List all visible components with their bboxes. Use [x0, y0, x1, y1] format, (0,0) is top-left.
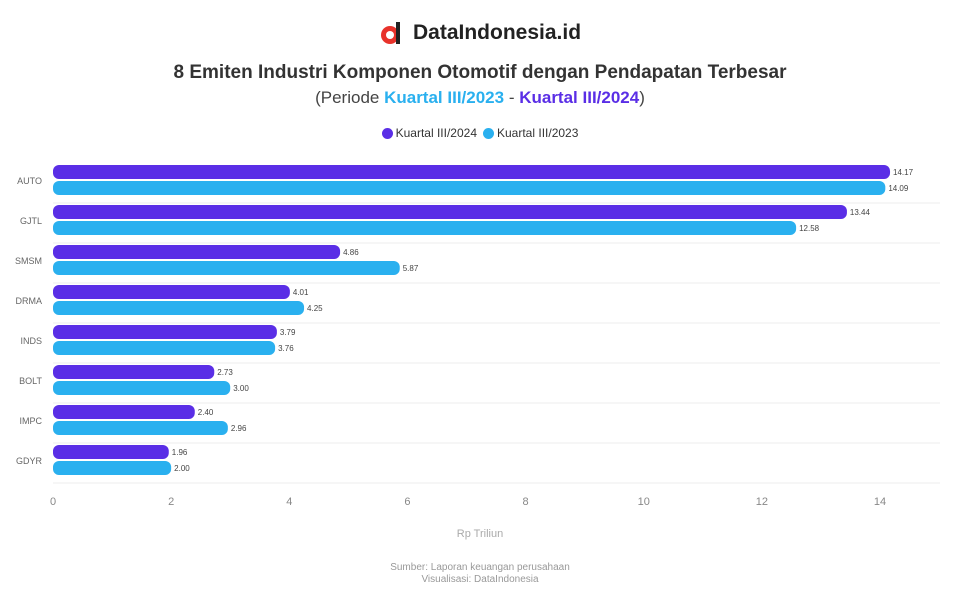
category-label: SMSM: [15, 256, 42, 266]
bar: [53, 205, 847, 219]
data-label: 3.79: [280, 328, 296, 337]
subtitle-prefix: (Periode: [315, 88, 385, 107]
legend-label: Kuartal III/2024: [395, 126, 477, 140]
bar: [53, 341, 276, 355]
category-label: BOLT: [19, 376, 42, 386]
source-note: Sumber: Laporan keuangan perusahaan: [390, 562, 570, 573]
x-tick-label: 4: [286, 496, 292, 508]
x-tick-label: 2: [168, 496, 174, 508]
bar: [53, 165, 891, 179]
bar: [53, 405, 195, 419]
data-label: 3.00: [233, 384, 249, 393]
brand-name: DataIndonesia.id: [412, 21, 582, 44]
dataindonesia-logo-icon: [379, 20, 405, 46]
bar: [53, 445, 169, 459]
bar: [53, 421, 228, 435]
x-tick-label: 12: [756, 496, 768, 508]
x-tick-label: 6: [404, 496, 410, 508]
subtitle-to: Kuartal III/2024: [519, 88, 640, 107]
legend: Kuartal III/2024 Kuartal III/2023: [0, 126, 960, 140]
bar: [53, 261, 400, 275]
legend-item-2023[interactable]: Kuartal III/2023: [483, 126, 578, 140]
bar: [53, 365, 215, 379]
x-tick-label: 14: [874, 496, 886, 508]
bar: [53, 285, 290, 299]
x-axis-label: Rp Triliun: [457, 528, 503, 540]
brand-header: DataIndonesia.id: [0, 20, 960, 46]
legend-dot-icon: [483, 127, 494, 139]
chart-title: 8 Emiten Industri Komponen Otomotif deng…: [173, 62, 787, 83]
x-tick-label: 0: [50, 496, 56, 508]
category-label: DRMA: [16, 296, 43, 306]
chart-subtitle: (Periode Kuartal III/2023 - Kuartal III/…: [0, 88, 960, 108]
subtitle-suffix: ): [639, 88, 645, 107]
data-label: 4.01: [293, 288, 309, 297]
bar: [53, 181, 886, 195]
legend-item-2024[interactable]: Kuartal III/2024: [381, 126, 477, 140]
category-label: IMPC: [20, 416, 43, 426]
category-label: INDS: [20, 336, 42, 346]
bar: [53, 245, 341, 259]
legend-dot-icon: [381, 127, 393, 139]
footer: Sumber: Laporan keuangan perusahaan Visu…: [0, 562, 960, 586]
subtitle-sep: -: [504, 88, 520, 107]
data-label: 2.73: [217, 368, 233, 377]
category-label: GDYR: [16, 456, 43, 466]
data-label: 4.86: [343, 248, 359, 257]
data-label: 1.96: [172, 448, 188, 457]
data-label: 13.44: [850, 208, 871, 217]
category-label: AUTO: [17, 176, 42, 186]
legend-label: Kuartal III/2023: [497, 126, 579, 140]
bar: [53, 221, 797, 235]
data-label: 2.40: [198, 408, 214, 417]
data-label: 12.58: [799, 224, 820, 233]
data-label: 14.09: [888, 184, 909, 193]
bar: [53, 301, 305, 315]
x-tick-label: 8: [523, 496, 529, 508]
data-label: 3.76: [278, 344, 294, 353]
bar: [53, 461, 172, 475]
visualization-note: Visualisasi: DataIndonesia: [421, 574, 539, 585]
subtitle-from: Kuartal III/2023: [384, 88, 505, 107]
data-label: 14.17: [893, 168, 914, 177]
bar: [53, 325, 277, 339]
data-label: 4.25: [307, 304, 323, 313]
data-label: 2.96: [231, 424, 247, 433]
data-label: 5.87: [403, 264, 419, 273]
x-tick-label: 10: [638, 496, 650, 508]
category-label: GJTL: [20, 216, 42, 226]
bar: [53, 381, 231, 395]
data-label: 2.00: [174, 464, 190, 473]
